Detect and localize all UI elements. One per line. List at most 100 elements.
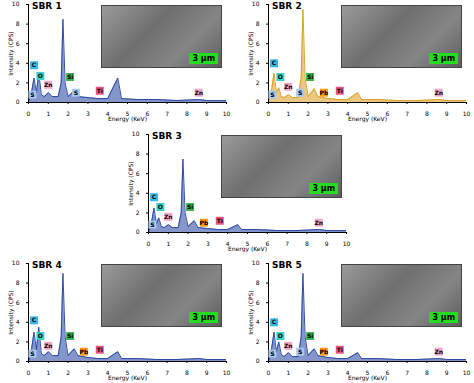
svg-text:6: 6	[256, 299, 260, 306]
svg-text:9: 9	[205, 369, 209, 376]
svg-text:Energy (KeV): Energy (KeV)	[108, 374, 147, 382]
svg-text:4: 4	[16, 59, 20, 66]
svg-text:C: C	[32, 316, 37, 323]
svg-text:9: 9	[445, 110, 449, 117]
svg-text:6: 6	[16, 40, 20, 47]
svg-text:10: 10	[12, 259, 20, 266]
svg-text:Intensity (CPS): Intensity (CPS)	[247, 290, 255, 334]
svg-text:1: 1	[166, 240, 170, 247]
svg-text:10: 10	[223, 110, 231, 117]
svg-text:Ti: Ti	[337, 346, 343, 353]
svg-text:2: 2	[66, 110, 70, 117]
svg-text:4: 4	[256, 59, 260, 66]
svg-text:3: 3	[326, 369, 330, 376]
svg-text:10: 10	[463, 369, 471, 376]
svg-text:7: 7	[165, 369, 169, 376]
svg-text:7: 7	[405, 110, 409, 117]
svg-text:10: 10	[12, 0, 20, 7]
svg-text:2: 2	[16, 338, 20, 345]
svg-text:8: 8	[425, 110, 429, 117]
svg-text:Zn: Zn	[44, 81, 53, 88]
svg-text:C: C	[272, 318, 277, 325]
svg-text:4: 4	[16, 318, 20, 325]
svg-text:Intensity (CPS): Intensity (CPS)	[7, 290, 15, 334]
svg-text:2: 2	[256, 79, 260, 86]
svg-text:Zn: Zn	[44, 342, 53, 349]
svg-text:S: S	[298, 348, 302, 355]
svg-text:2: 2	[136, 209, 140, 216]
svg-text:Zn: Zn	[314, 219, 323, 226]
svg-text:4: 4	[256, 318, 260, 325]
svg-text:6: 6	[136, 170, 140, 177]
svg-text:1: 1	[46, 110, 50, 117]
svg-text:S: S	[270, 350, 274, 357]
svg-text:8: 8	[185, 369, 189, 376]
svg-text:Ti: Ti	[217, 217, 223, 224]
svg-text:7: 7	[285, 240, 289, 247]
svg-text:0: 0	[147, 240, 151, 247]
svg-text:Si: Si	[307, 332, 313, 339]
svg-text:Pb: Pb	[80, 348, 89, 355]
svg-text:Si: Si	[307, 73, 313, 80]
svg-text:9: 9	[445, 369, 449, 376]
svg-text:2: 2	[16, 79, 20, 86]
svg-text:10: 10	[343, 240, 351, 247]
svg-text:O: O	[158, 203, 163, 210]
svg-text:2: 2	[256, 338, 260, 345]
svg-text:0: 0	[27, 110, 31, 117]
svg-text:Zn: Zn	[284, 342, 293, 349]
svg-text:9: 9	[325, 240, 329, 247]
svg-text:10: 10	[463, 110, 471, 117]
svg-text:S: S	[150, 221, 154, 228]
svg-text:8: 8	[16, 20, 20, 27]
svg-text:S: S	[74, 89, 78, 96]
svg-text:Si: Si	[67, 73, 73, 80]
svg-text:O: O	[278, 73, 283, 80]
svg-text:O: O	[278, 332, 283, 339]
svg-text:0: 0	[16, 357, 20, 364]
svg-text:Zn: Zn	[434, 348, 443, 355]
svg-text:O: O	[38, 332, 43, 339]
svg-text:8: 8	[185, 110, 189, 117]
svg-text:Pb: Pb	[320, 348, 329, 355]
svg-text:8: 8	[16, 279, 20, 286]
svg-text:2: 2	[306, 110, 310, 117]
svg-text:C: C	[272, 59, 277, 66]
svg-text:Intensity (CPS): Intensity (CPS)	[127, 161, 135, 205]
svg-text:Energy (KeV): Energy (KeV)	[108, 115, 147, 123]
svg-text:10: 10	[132, 130, 140, 137]
svg-text:Ti: Ti	[337, 87, 343, 94]
svg-text:8: 8	[136, 150, 140, 157]
svg-text:6: 6	[16, 299, 20, 306]
svg-text:Energy (KeV): Energy (KeV)	[348, 374, 387, 382]
svg-text:Zn: Zn	[164, 213, 173, 220]
svg-text:Pb: Pb	[320, 89, 329, 96]
svg-text:Zn: Zn	[194, 89, 203, 96]
svg-text:4: 4	[136, 189, 140, 196]
svg-text:2: 2	[186, 240, 190, 247]
svg-text:0: 0	[16, 98, 20, 105]
svg-text:8: 8	[256, 20, 260, 27]
svg-text:S: S	[298, 89, 302, 96]
svg-text:S: S	[30, 350, 34, 357]
svg-text:Energy (KeV): Energy (KeV)	[228, 245, 267, 253]
svg-text:10: 10	[252, 259, 260, 266]
svg-text:6: 6	[256, 40, 260, 47]
svg-text:Pb: Pb	[200, 219, 209, 226]
svg-text:8: 8	[425, 369, 429, 376]
svg-text:Intensity (CPS): Intensity (CPS)	[7, 31, 15, 75]
svg-text:O: O	[38, 72, 43, 79]
svg-text:0: 0	[136, 228, 140, 235]
svg-text:C: C	[152, 193, 157, 200]
svg-text:8: 8	[305, 240, 309, 247]
svg-text:2: 2	[66, 369, 70, 376]
svg-text:S: S	[30, 91, 34, 98]
svg-text:0: 0	[27, 369, 31, 376]
svg-text:0: 0	[267, 369, 271, 376]
svg-text:7: 7	[405, 369, 409, 376]
svg-text:Energy (KeV): Energy (KeV)	[348, 115, 387, 123]
svg-text:Intensity (CPS): Intensity (CPS)	[247, 31, 255, 75]
svg-text:8: 8	[256, 279, 260, 286]
svg-text:1: 1	[286, 369, 290, 376]
svg-text:0: 0	[256, 357, 260, 364]
